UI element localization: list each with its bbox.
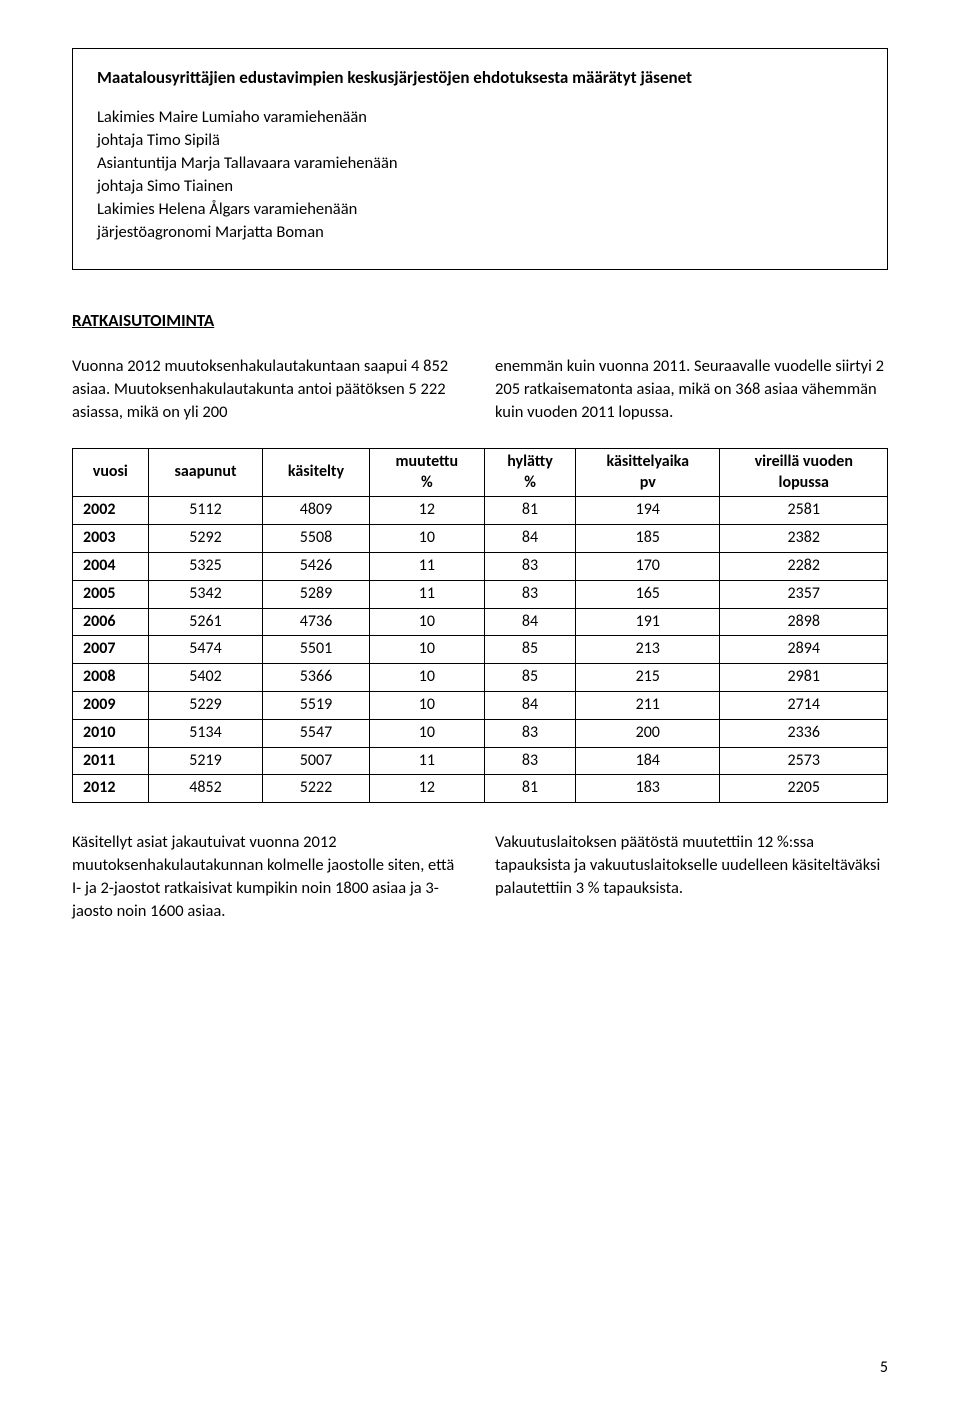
col-saapunut: saapunut <box>148 448 263 497</box>
col-vuosi: vuosi <box>73 448 149 497</box>
col-vireilla: vireillä vuodenlopussa <box>720 448 888 497</box>
table-row: 20025112480912811942581 <box>73 497 888 525</box>
page-number: 5 <box>880 1358 888 1377</box>
box-line: johtaja Simo Tiainen <box>97 175 863 198</box>
intro-right: enemmän kuin vuonna 2011. Seuraavalle vu… <box>495 355 888 424</box>
table-row: 20124852522212811832205 <box>73 775 888 803</box>
table-row: 20095229551910842112714 <box>73 692 888 720</box>
outro-columns: Käsitellyt asiat jakautuivat vuonna 2012… <box>72 831 888 923</box>
col-hylatty: hylätty% <box>485 448 576 497</box>
col-kasittelyaika: käsittelyaikapv <box>576 448 720 497</box>
table-row: 20035292550810841852382 <box>73 525 888 553</box>
col-kasitelty: käsitelty <box>263 448 369 497</box>
table-row: 20115219500711831842573 <box>73 747 888 775</box>
member-box: Maatalousyrittäjien edustavimpien keskus… <box>72 48 888 270</box>
intro-columns: Vuonna 2012 muutoksenhakulautakuntaan sa… <box>72 355 888 424</box>
outro-right: Vakuutuslaitoksen päätöstä muutettiin 12… <box>495 831 888 923</box>
box-line: johtaja Timo Sipilä <box>97 129 863 152</box>
table-body: 20025112480912811942581 2003529255081084… <box>73 497 888 803</box>
data-table: vuosi saapunut käsitelty muutettu% hylät… <box>72 448 888 803</box>
table-row: 20065261473610841912898 <box>73 608 888 636</box>
table-row: 20105134554710832002336 <box>73 719 888 747</box>
col-muutettu: muutettu% <box>369 448 485 497</box>
box-line: Lakimies Helena Ålgars varamiehenään <box>97 198 863 221</box>
table-row: 20055342528911831652357 <box>73 580 888 608</box>
box-line: Asiantuntija Marja Tallavaara varamiehen… <box>97 152 863 175</box>
page: Maatalousyrittäjien edustavimpien keskus… <box>0 0 960 1409</box>
box-title: Maatalousyrittäjien edustavimpien keskus… <box>97 67 863 88</box>
table-row: 20085402536610852152981 <box>73 664 888 692</box>
outro-left: Käsitellyt asiat jakautuivat vuonna 2012… <box>72 831 465 923</box>
section-heading: RATKAISUTOIMINTA <box>72 310 888 331</box>
table-row: 20075474550110852132894 <box>73 636 888 664</box>
intro-left: Vuonna 2012 muutoksenhakulautakuntaan sa… <box>72 355 465 424</box>
table-row: 20045325542611831702282 <box>73 553 888 581</box>
table-header-row: vuosi saapunut käsitelty muutettu% hylät… <box>73 448 888 497</box>
box-line: Lakimies Maire Lumiaho varamiehenään <box>97 106 863 129</box>
box-line: järjestöagronomi Marjatta Boman <box>97 221 863 244</box>
